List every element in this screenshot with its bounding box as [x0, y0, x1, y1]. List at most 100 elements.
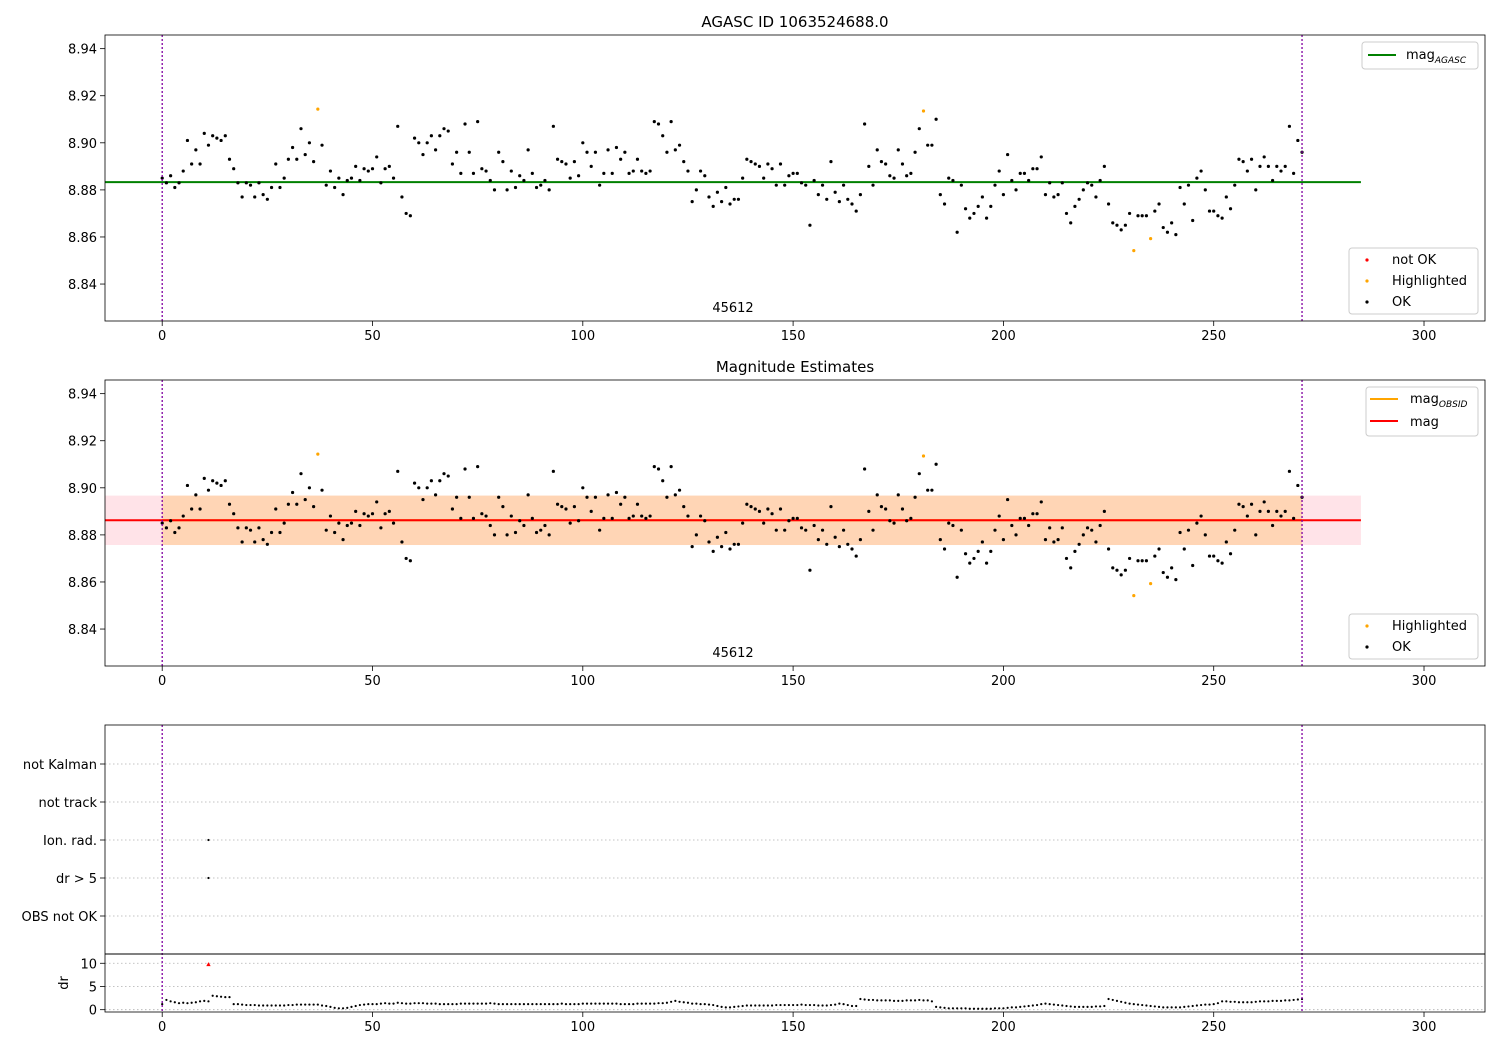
panel2-ok-point — [433, 493, 438, 497]
panel1-ok-point — [417, 141, 421, 145]
panel1-ok-point — [627, 171, 631, 176]
panel2-ok-point — [522, 523, 526, 528]
panel1-ok-point — [900, 162, 905, 166]
panel1-ok-point — [248, 183, 253, 187]
panel1-ok-point — [366, 169, 370, 173]
dr-point — [884, 999, 887, 1002]
panel1-ok-point — [164, 181, 169, 185]
dr-point — [640, 1002, 643, 1005]
panel1-ok-point — [879, 160, 884, 164]
panel2-ok-point — [820, 528, 825, 532]
panel2-ok-point — [715, 535, 719, 539]
panel1-ok-point — [1006, 152, 1010, 157]
panel1-ok-point — [980, 195, 984, 199]
dr-point — [215, 995, 218, 998]
panel1-ok-point — [884, 162, 888, 166]
panel2-ok-point — [337, 521, 341, 525]
dr-point — [438, 1003, 441, 1006]
panel1-ok-point — [303, 152, 307, 157]
panel3-x-tick-label: 0 — [158, 1020, 166, 1035]
panel1-ok-point — [766, 162, 770, 166]
panel1-ok-point — [404, 211, 408, 216]
dr-point — [194, 1001, 197, 1004]
panel2-ok-point — [202, 476, 206, 480]
panel2-ok-point — [1098, 523, 1102, 528]
panel2-ok-point — [900, 507, 905, 511]
dr-point — [417, 1002, 420, 1005]
dr-point — [636, 1002, 639, 1005]
dr-point — [737, 1005, 740, 1008]
panel1-ok-point — [1161, 225, 1165, 230]
panel1-ok-point — [1157, 202, 1161, 206]
panel2-ok-point — [829, 505, 833, 509]
panel2-ok-point — [513, 530, 518, 535]
panel1-ok-point — [690, 200, 694, 204]
panel2-ok-point — [1249, 502, 1254, 506]
panel2-ok-point — [555, 502, 560, 506]
panel2-ok-point — [1266, 509, 1270, 513]
dr-point — [943, 1006, 946, 1009]
panel2-ok-point — [888, 519, 892, 523]
panel1-ok-point — [1014, 188, 1018, 192]
panel2-ok-point — [290, 490, 295, 495]
panel1-ok-point — [682, 160, 686, 164]
panel1-y-tick-label: 8.94 — [68, 43, 97, 58]
panel2-x-tick-label: 250 — [1201, 674, 1226, 689]
dr-point — [594, 1002, 597, 1005]
panel1-ok-point — [703, 174, 707, 178]
panel3-x-tick-label: 150 — [781, 1020, 806, 1035]
dr-point — [615, 1002, 618, 1005]
dr-point — [762, 1004, 765, 1007]
panel2-ok-point — [408, 559, 412, 563]
panel2-ok-point — [799, 526, 804, 530]
panel1-ok-point — [185, 138, 190, 143]
panel1-ok-point — [1123, 223, 1127, 227]
panel1-ok-point — [307, 141, 312, 145]
dr-point — [644, 1002, 647, 1005]
dr-point — [232, 1003, 235, 1006]
panel1-ok-point — [442, 127, 446, 131]
panel2-ok-point — [1102, 509, 1106, 513]
panel1-ok-point — [841, 183, 846, 187]
panel1-ok-point — [1165, 230, 1170, 234]
dr-point — [505, 1003, 509, 1006]
panel1-ok-point — [795, 171, 799, 176]
panel2-ok-point — [560, 505, 564, 509]
panel2-ok-point — [412, 481, 417, 485]
panel3-x-tick-label: 300 — [1412, 1020, 1437, 1035]
dr-point — [758, 1004, 761, 1007]
panel2-ok-point — [236, 526, 240, 530]
dr-point — [1044, 1002, 1047, 1005]
dr-point — [1031, 1004, 1034, 1007]
panel2-ok-point — [1127, 556, 1132, 561]
dr-point — [787, 1003, 791, 1007]
dr-point — [539, 1003, 542, 1006]
panel1-ok-point — [863, 122, 867, 126]
dr-point — [253, 1003, 256, 1007]
panel1-ok-point — [673, 148, 677, 152]
panel2-ok-point — [572, 505, 576, 509]
panel1-ok-point — [686, 169, 690, 173]
dr-point — [993, 1007, 997, 1010]
panel2-ok-point — [627, 516, 631, 521]
panel1-ok-point — [1052, 195, 1056, 199]
panel2-ok-point — [736, 542, 741, 546]
panel1-ok-point — [349, 176, 354, 180]
dr-point — [569, 1003, 572, 1006]
dr-point — [1040, 1003, 1043, 1006]
dr-point — [543, 1003, 547, 1006]
panel1-ok-point — [610, 171, 614, 176]
panel2-ok-point — [1161, 570, 1165, 575]
panel1-ok-point — [244, 181, 248, 185]
dr-axis-label: dr — [57, 976, 72, 990]
panel1-x-tick-label: 150 — [781, 329, 806, 344]
dr-point — [649, 1002, 652, 1005]
dr-point — [442, 1003, 446, 1006]
panel2-ok-point — [804, 528, 808, 532]
panel1-ok-point — [534, 185, 539, 190]
panel1-ok-point — [421, 152, 425, 157]
panel2-ok-point — [1270, 523, 1275, 528]
panel2-ok-point — [169, 519, 173, 523]
dr-point — [409, 1002, 412, 1005]
panel2-ok-point — [341, 537, 345, 542]
